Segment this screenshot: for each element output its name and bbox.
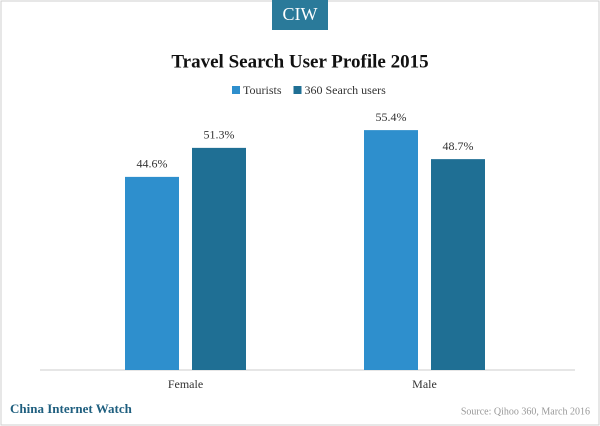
bar — [192, 147, 246, 370]
data-label: 51.3% — [204, 128, 235, 142]
source: Source: Qihoo 360, March 2016 — [461, 406, 590, 417]
data-label: 48.7% — [443, 139, 474, 153]
x-tick-label: Male — [412, 377, 437, 391]
chart-title: Travel Search User Profile 2015 — [171, 51, 428, 72]
legend-label: Tourists — [243, 83, 282, 97]
bar — [125, 176, 179, 370]
legend-swatch — [232, 86, 240, 94]
bar — [431, 159, 485, 370]
data-label: 44.6% — [137, 157, 168, 171]
bar — [364, 130, 418, 370]
logo: CIW — [283, 4, 318, 24]
x-tick-label: Female — [168, 377, 203, 391]
brand: China Internet Watch — [10, 401, 133, 416]
legend-label: 360 Search users — [305, 83, 387, 97]
legend-swatch — [293, 86, 302, 94]
data-label: 55.4% — [376, 110, 407, 124]
logo-box — [272, 0, 328, 30]
